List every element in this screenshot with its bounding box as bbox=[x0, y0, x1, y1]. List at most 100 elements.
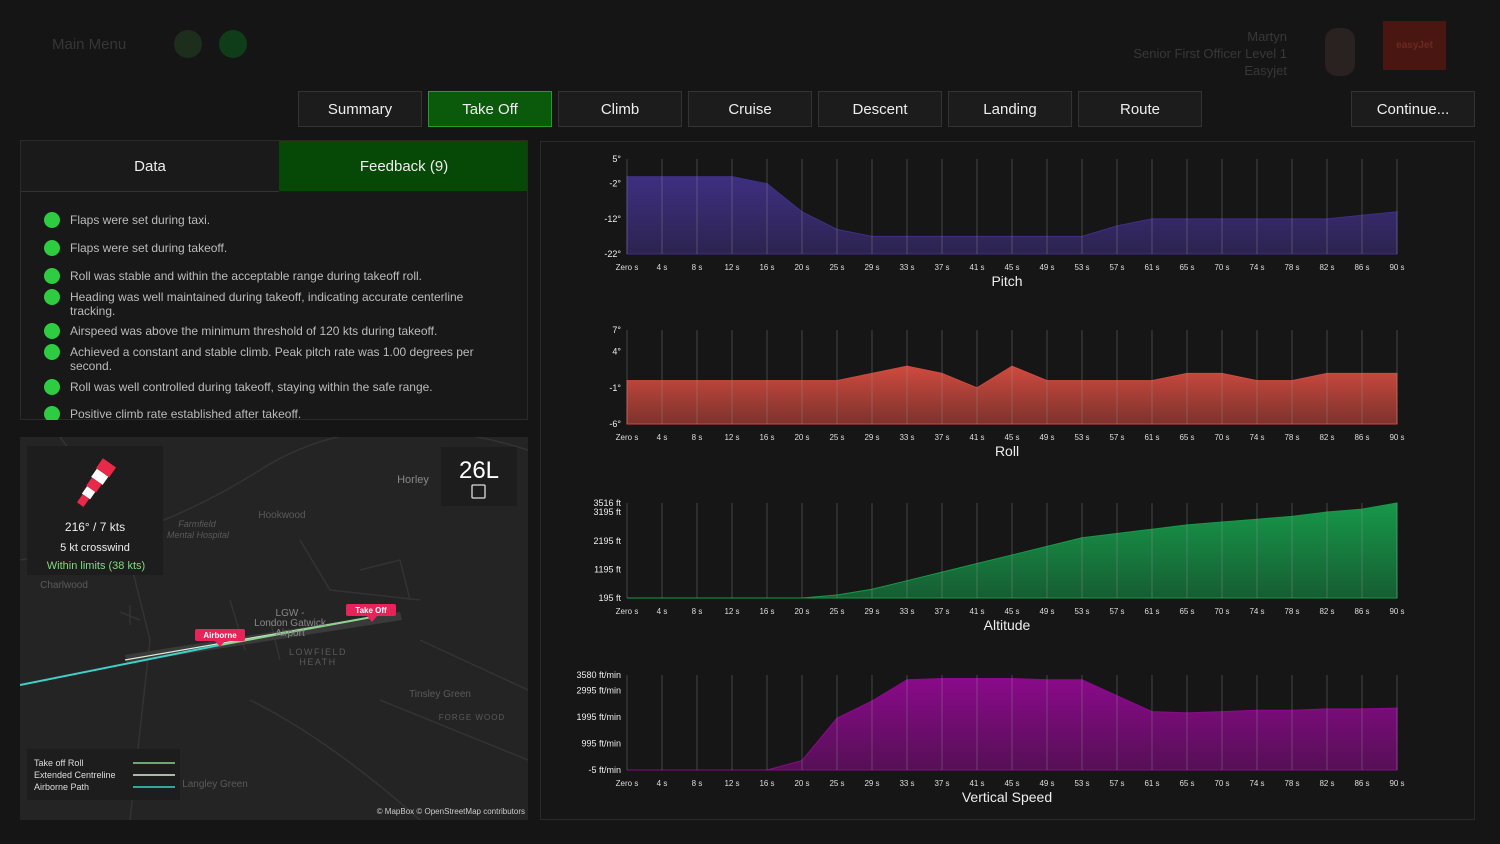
status-dot bbox=[44, 406, 60, 420]
x-tick-label: 49 s bbox=[1039, 607, 1054, 616]
place: HEATH bbox=[299, 657, 336, 667]
marker-pin bbox=[367, 616, 377, 622]
x-tick-label: 78 s bbox=[1284, 263, 1299, 272]
x-tick-label: 8 s bbox=[692, 607, 703, 616]
y-tick-label: 5° bbox=[612, 154, 621, 164]
x-tick-label: 25 s bbox=[829, 263, 844, 272]
place-labels: Horley Hookwood Farmfield Mental Hospita… bbox=[40, 474, 504, 790]
tab[interactable]: Summary bbox=[298, 91, 422, 127]
y-tick-label: -1° bbox=[609, 383, 621, 393]
y-tick-label: 3580 ft/min bbox=[576, 670, 621, 680]
x-tick-label: 70 s bbox=[1214, 263, 1229, 272]
status-dot bbox=[44, 212, 60, 228]
main-menu[interactable]: Main Menu bbox=[52, 36, 127, 53]
status-dot bbox=[44, 379, 60, 395]
x-tick-label: 4 s bbox=[657, 433, 668, 442]
x-tick-label: Zero s bbox=[616, 263, 639, 272]
y-tick-label: -12° bbox=[604, 214, 621, 224]
feedback-item: Positive climb rate established after ta… bbox=[70, 407, 302, 420]
marker-bg bbox=[195, 629, 245, 641]
x-tick-label: 90 s bbox=[1389, 263, 1404, 272]
x-tick-label: 33 s bbox=[899, 433, 914, 442]
y-tick-label: 3516 ft bbox=[593, 498, 621, 508]
wind-box: 216° / 7 kts 5 kt crosswind Within limit… bbox=[27, 446, 163, 575]
x-tick-label: 20 s bbox=[794, 263, 809, 272]
x-tick-label: 65 s bbox=[1179, 263, 1194, 272]
marker-label: Take Off bbox=[355, 606, 387, 615]
tab[interactable]: Landing bbox=[948, 91, 1072, 127]
airborne-marker: Airborne bbox=[195, 629, 245, 647]
x-tick-label: 16 s bbox=[759, 779, 774, 788]
y-tick-label: -6° bbox=[609, 419, 621, 429]
charts-panel: Zero s 4 s 8 s 12 s 16 s 20 s 25 s 29 s 33 s 37 s… bbox=[540, 141, 1475, 820]
x-tick-label: 74 s bbox=[1249, 779, 1264, 788]
x-tick-label: 37 s bbox=[934, 433, 949, 442]
tab[interactable]: Take Off bbox=[428, 91, 552, 127]
feedback-item: Roll was stable and within the acceptabl… bbox=[70, 269, 422, 283]
x-tick-label: 8 s bbox=[692, 263, 703, 272]
status-icon bbox=[174, 30, 202, 58]
data-tab[interactable]: Data bbox=[21, 141, 279, 192]
tab[interactable]: Descent bbox=[818, 91, 942, 127]
place: London Gatwick bbox=[254, 618, 327, 629]
x-tick-label: 53 s bbox=[1074, 607, 1089, 616]
feedback-tab[interactable]: Feedback (9) bbox=[279, 141, 527, 191]
x-tick-label: 41 s bbox=[969, 607, 984, 616]
x-tick-label: 16 s bbox=[759, 263, 774, 272]
x-tick-label: 57 s bbox=[1109, 433, 1124, 442]
feedback-list: Flaps were set during taxi. Flaps were se… bbox=[0, 0, 528, 420]
x-tick-label: 25 s bbox=[829, 433, 844, 442]
x-tick-label: 45 s bbox=[1004, 607, 1019, 616]
y-tick-label: -2° bbox=[609, 179, 621, 189]
feedback-item: Airspeed was above the minimum threshold… bbox=[70, 324, 438, 338]
y-tick-label: 2995 ft/min bbox=[576, 686, 621, 696]
place: Charlwood bbox=[40, 580, 88, 591]
x-tick-label: 8 s bbox=[692, 779, 703, 788]
runway-box[interactable]: 26L bbox=[441, 447, 517, 506]
x-tick-label: 65 s bbox=[1179, 433, 1194, 442]
feedback-item: Heading was well maintained during takeo… bbox=[70, 290, 464, 318]
place: Tinsley Green bbox=[409, 689, 471, 700]
x-tick-label: 29 s bbox=[864, 607, 879, 616]
chart-title: Roll bbox=[995, 443, 1019, 459]
tab[interactable]: Cruise bbox=[688, 91, 812, 127]
x-tick-label: 86 s bbox=[1354, 779, 1369, 788]
marker-pin bbox=[215, 641, 225, 647]
x-tick-label: 33 s bbox=[899, 263, 914, 272]
x-tick-label: 90 s bbox=[1389, 607, 1404, 616]
marker-bg bbox=[346, 604, 396, 616]
feedback-item: Achieved a constant and stable climb. Pe… bbox=[70, 345, 474, 373]
status-dot bbox=[44, 289, 60, 305]
feedback-item: Flaps were set during takeoff. bbox=[70, 241, 228, 255]
place: LOWFIELD bbox=[289, 647, 347, 657]
tab[interactable]: Route bbox=[1078, 91, 1202, 127]
x-tick-label: 12 s bbox=[724, 607, 739, 616]
x-tick-label: 74 s bbox=[1249, 607, 1264, 616]
y-tick-label: 195 ft bbox=[598, 593, 621, 603]
feedback-panel: Data Feedback (9) bbox=[20, 140, 528, 420]
x-tick-label: 41 s bbox=[969, 263, 984, 272]
x-tick-label: 82 s bbox=[1319, 779, 1334, 788]
x-tick-label: 25 s bbox=[829, 607, 844, 616]
x-tick-label: Zero s bbox=[616, 607, 639, 616]
chart-title: Vertical Speed bbox=[962, 789, 1052, 805]
airline-logo: easyJet bbox=[1383, 21, 1446, 70]
place: Airport bbox=[275, 628, 305, 639]
edit-icon[interactable] bbox=[471, 484, 486, 499]
chart-title: Pitch bbox=[991, 273, 1022, 289]
feedback-item: Flaps were set during taxi. bbox=[70, 213, 211, 227]
tab[interactable]: Climb bbox=[558, 91, 682, 127]
status-dot bbox=[44, 240, 60, 256]
x-tick-label: 29 s bbox=[864, 433, 879, 442]
x-tick-label: 86 s bbox=[1354, 607, 1369, 616]
feedback-item: Roll was well controlled during takeoff,… bbox=[70, 380, 433, 394]
wind: 216° / 7 kts bbox=[65, 520, 125, 534]
x-tick-label: 16 s bbox=[759, 607, 774, 616]
x-tick-label: 74 s bbox=[1249, 433, 1264, 442]
continue-button[interactable]: Continue... bbox=[1351, 91, 1475, 127]
x-tick-label: 8 s bbox=[692, 433, 703, 442]
x-tick-label: 4 s bbox=[657, 263, 668, 272]
x-tick-label: 61 s bbox=[1144, 263, 1159, 272]
takeoff-roll bbox=[219, 616, 373, 646]
